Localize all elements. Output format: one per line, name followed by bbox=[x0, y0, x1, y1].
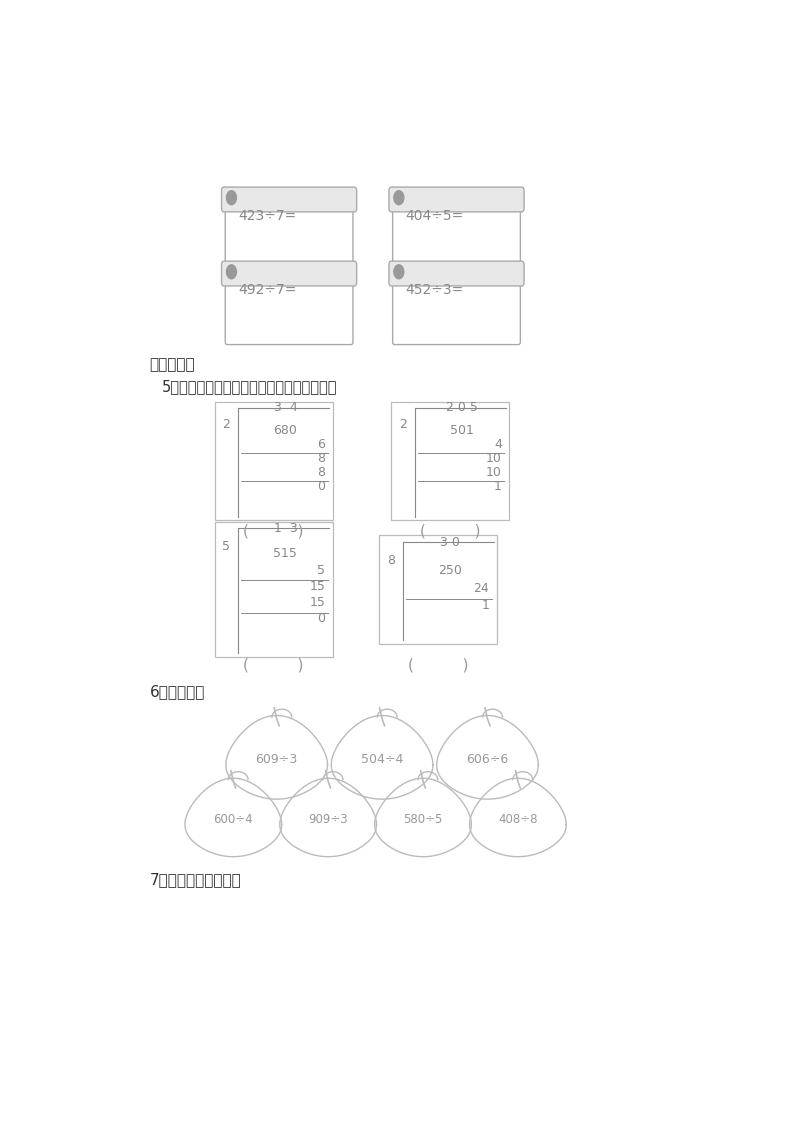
Text: 6: 6 bbox=[317, 438, 325, 451]
Text: 8: 8 bbox=[317, 466, 325, 479]
Text: 2 0 5: 2 0 5 bbox=[446, 401, 478, 414]
Text: 24: 24 bbox=[474, 582, 490, 594]
Polygon shape bbox=[185, 778, 282, 857]
Polygon shape bbox=[331, 715, 433, 799]
Text: 5: 5 bbox=[317, 564, 325, 576]
Polygon shape bbox=[226, 715, 327, 799]
Text: 0: 0 bbox=[317, 612, 325, 625]
Text: 404÷5=: 404÷5= bbox=[406, 209, 464, 223]
Circle shape bbox=[226, 190, 237, 205]
Text: (          ): ( ) bbox=[243, 523, 304, 538]
Circle shape bbox=[394, 190, 404, 205]
Text: 504÷4: 504÷4 bbox=[361, 753, 403, 766]
Text: 492÷7=: 492÷7= bbox=[238, 283, 297, 298]
Text: 3  4: 3 4 bbox=[274, 401, 298, 414]
FancyBboxPatch shape bbox=[389, 187, 524, 212]
Text: 606÷6: 606÷6 bbox=[466, 753, 509, 766]
Text: 2: 2 bbox=[399, 418, 407, 431]
Text: 5．火眼金睛辨对错。（把错误的改正过来）: 5．火眼金睛辨对错。（把错误的改正过来） bbox=[162, 379, 338, 394]
Polygon shape bbox=[280, 778, 377, 857]
Text: 2: 2 bbox=[222, 418, 230, 431]
Text: 15: 15 bbox=[309, 597, 325, 609]
Text: 408÷8: 408÷8 bbox=[498, 813, 538, 826]
Text: 7．笔算下面各题。来: 7．笔算下面各题。来 bbox=[150, 872, 242, 886]
Polygon shape bbox=[470, 778, 566, 857]
FancyBboxPatch shape bbox=[393, 200, 520, 271]
Text: (          ): ( ) bbox=[420, 523, 481, 538]
Text: 452÷3=: 452÷3= bbox=[406, 283, 464, 298]
FancyBboxPatch shape bbox=[226, 275, 353, 344]
Text: 10: 10 bbox=[486, 466, 502, 479]
Text: 609÷3: 609÷3 bbox=[255, 753, 298, 766]
Text: 515: 515 bbox=[274, 548, 298, 560]
Text: 680: 680 bbox=[274, 423, 298, 437]
Text: (          ): ( ) bbox=[408, 658, 468, 672]
Text: 423÷7=: 423÷7= bbox=[238, 209, 297, 223]
Bar bbox=[379, 534, 497, 644]
FancyBboxPatch shape bbox=[226, 200, 353, 271]
Text: 8: 8 bbox=[317, 452, 325, 465]
Text: 0: 0 bbox=[317, 480, 325, 494]
Circle shape bbox=[394, 265, 404, 278]
Text: 15: 15 bbox=[309, 580, 325, 593]
Text: 3 0: 3 0 bbox=[440, 537, 460, 549]
FancyBboxPatch shape bbox=[393, 275, 520, 344]
Text: 6．连一连。: 6．连一连。 bbox=[150, 685, 205, 700]
Text: 501: 501 bbox=[450, 423, 474, 437]
Text: (          ): ( ) bbox=[243, 658, 304, 672]
Bar bbox=[214, 522, 333, 657]
Text: 1: 1 bbox=[482, 600, 490, 612]
Text: 909÷3: 909÷3 bbox=[308, 813, 348, 826]
Text: 1: 1 bbox=[494, 480, 502, 494]
Text: 5: 5 bbox=[222, 540, 230, 552]
Text: 4: 4 bbox=[494, 438, 502, 451]
Text: 580÷5: 580÷5 bbox=[403, 813, 442, 826]
Text: 250: 250 bbox=[438, 564, 462, 577]
FancyBboxPatch shape bbox=[389, 261, 524, 286]
Text: 600÷4: 600÷4 bbox=[214, 813, 253, 826]
FancyBboxPatch shape bbox=[222, 187, 357, 212]
Text: 8: 8 bbox=[386, 555, 394, 567]
Bar bbox=[391, 402, 509, 520]
Polygon shape bbox=[437, 715, 538, 799]
Polygon shape bbox=[374, 778, 471, 857]
Text: 10: 10 bbox=[486, 452, 502, 465]
Bar bbox=[214, 402, 333, 520]
FancyBboxPatch shape bbox=[222, 261, 357, 286]
Text: 升级跳跳板: 升级跳跳板 bbox=[150, 358, 195, 372]
Circle shape bbox=[226, 265, 237, 278]
Text: 1  3: 1 3 bbox=[274, 522, 298, 535]
